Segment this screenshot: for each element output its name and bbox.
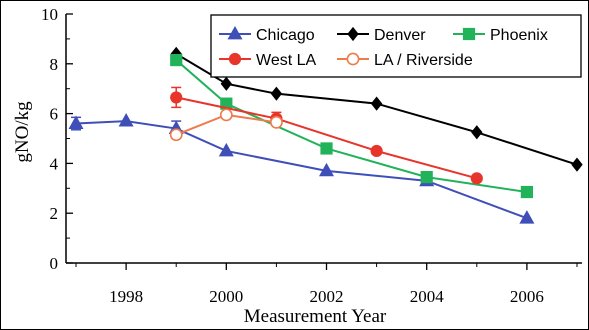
data-point xyxy=(471,125,483,140)
legend: Chicago Denver Phoenix West LA LA / Riversid… xyxy=(210,14,582,78)
data-point xyxy=(220,76,232,91)
legend-marker xyxy=(228,52,242,66)
series-layer xyxy=(68,46,583,224)
data-point xyxy=(170,91,183,104)
y-tick-label: 6 xyxy=(50,105,59,124)
legend-label: West LA xyxy=(256,52,317,69)
x-tick-label: 2000 xyxy=(209,287,243,306)
x-axis-label: Measurement Year xyxy=(244,306,387,327)
legend-item: Phoenix xyxy=(453,27,548,44)
y-tick-label: 0 xyxy=(50,254,59,273)
y-tick-label: 8 xyxy=(50,55,59,74)
data-point xyxy=(219,108,233,122)
series-denver xyxy=(170,46,583,172)
data-point xyxy=(319,162,335,177)
data-point xyxy=(420,170,433,184)
data-point xyxy=(68,115,84,129)
legend-marker xyxy=(346,52,360,66)
data-point xyxy=(571,157,583,172)
data-point xyxy=(118,113,134,127)
data-point xyxy=(270,115,283,129)
legend-marker xyxy=(347,26,359,42)
legend-label: LA / Riverside xyxy=(374,52,473,69)
legend-label: Denver xyxy=(374,27,426,44)
y-axis-label: gNO/kg xyxy=(12,101,33,163)
x-tick-label: 2006 xyxy=(510,287,544,306)
data-point xyxy=(218,142,234,157)
series-phoenix xyxy=(170,53,533,199)
series-line xyxy=(175,52,578,166)
data-point xyxy=(370,96,383,111)
legend-label: Phoenix xyxy=(490,27,548,44)
data-point xyxy=(370,144,383,158)
x-tick-label: 1998 xyxy=(109,287,143,306)
legend-item: LA / Riverside xyxy=(337,52,473,69)
series-la-riverside xyxy=(169,108,283,142)
data-point xyxy=(320,142,333,155)
legend-marker xyxy=(227,25,243,40)
y-tick-label: 4 xyxy=(50,154,59,173)
legend-box xyxy=(210,14,582,78)
legend-label: Chicago xyxy=(256,27,315,44)
legend-item: West LA xyxy=(219,52,317,69)
data-point xyxy=(520,185,533,199)
series-line xyxy=(176,96,478,180)
legend-item: Chicago xyxy=(219,25,315,44)
y-tick-label: 2 xyxy=(50,204,59,223)
data-point xyxy=(470,172,483,185)
axes: 0 2 4 6 8 10 1998 2000 2002 2004 2006 xyxy=(41,5,582,306)
y-tick-label: 10 xyxy=(41,5,58,24)
series-west-la xyxy=(170,86,483,185)
x-tick-label: 2002 xyxy=(310,287,344,306)
data-point xyxy=(169,128,183,142)
x-tick-label: 2004 xyxy=(410,287,445,306)
legend-item: Denver xyxy=(337,26,426,44)
legend-marker xyxy=(462,27,476,41)
data-point xyxy=(519,210,535,224)
data-point xyxy=(270,86,283,101)
data-point xyxy=(170,53,183,67)
